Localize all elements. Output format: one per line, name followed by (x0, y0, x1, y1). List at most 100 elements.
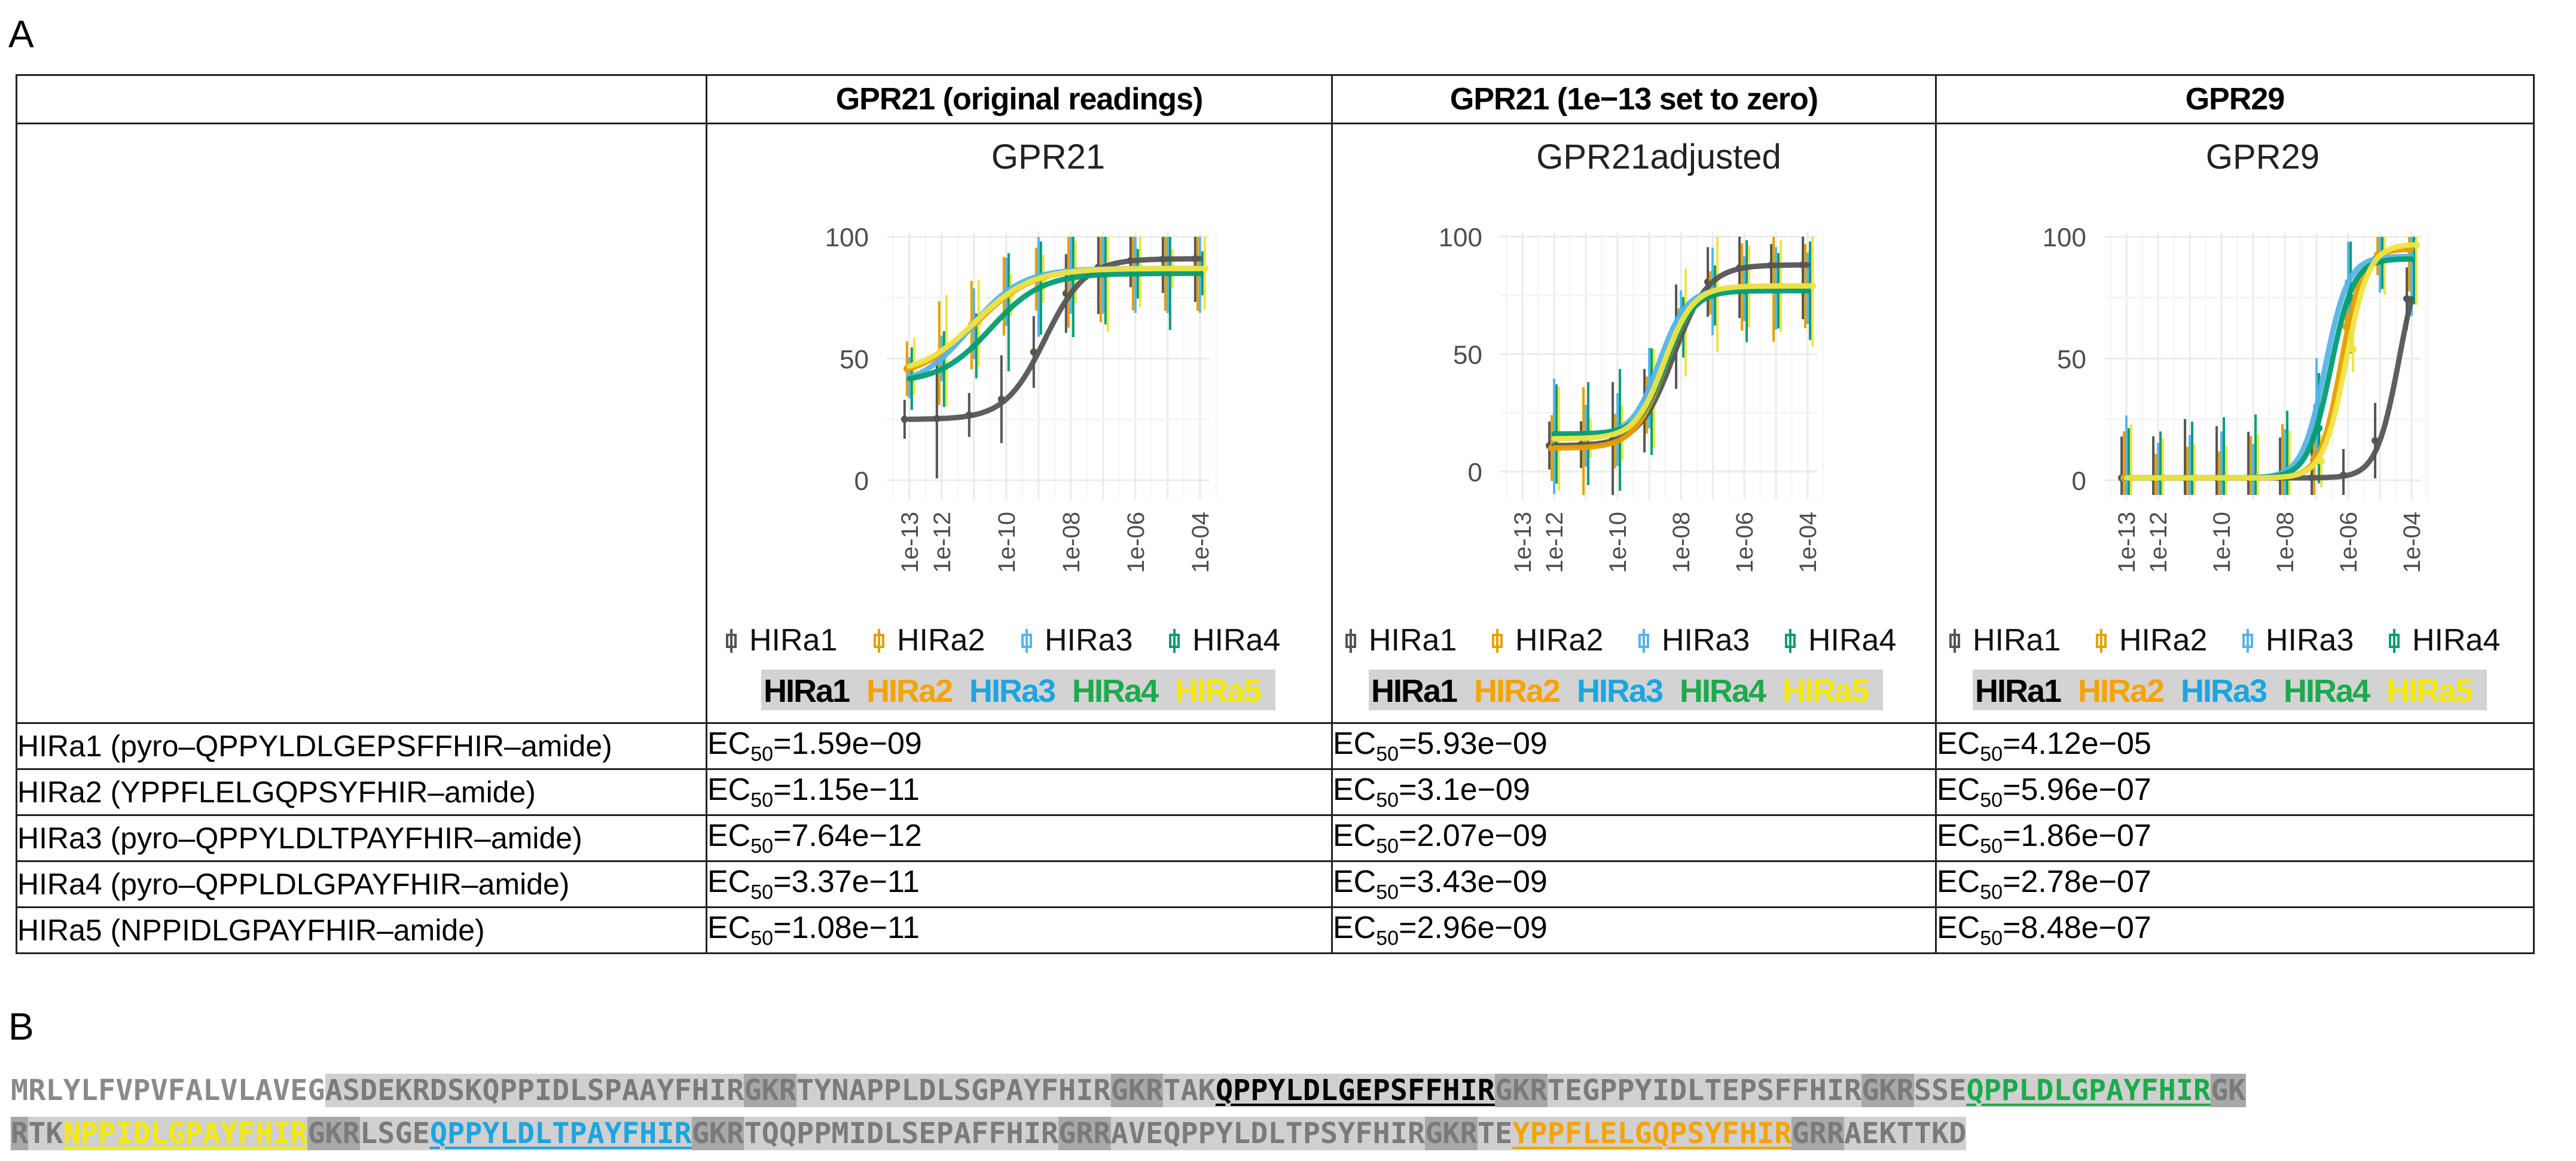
panel-label-a: A (8, 13, 34, 56)
header-gpr21-original: GPR21 (original readings) (706, 74, 1333, 124)
sequence-segment: GKR (744, 1074, 796, 1107)
header-gpr29: GPR29 (1935, 74, 2535, 124)
legend-colored-label: HIRa4 (2284, 673, 2370, 709)
sequence-segment: TK (28, 1117, 63, 1150)
sequence-line: RTKNPPIDLGPAYFHIRGKRLSGEQPPYLDLTPAYFHIRG… (11, 1112, 2570, 1155)
ec50-value: EC50=1.15e−11 (706, 768, 1333, 816)
sequence-segment: R (11, 1117, 29, 1150)
peptide-label: HIRa5 (NPPIDLGPAYFHIR–amide) (16, 906, 707, 954)
ec50-value: EC50=1.08e−11 (706, 906, 1333, 954)
x-tick-label: 1e-12 (1542, 512, 1568, 573)
peptide-label: HIRa1 (pyro–QPPYLDLGEPSFFHIR–amide) (16, 722, 707, 770)
chart-title: GPR29 (2206, 138, 2319, 176)
sequence-segment: ASDEKRDSKQPPIDLSPAAYFHIR (325, 1074, 744, 1107)
sequence-segment: GKR (1110, 1074, 1164, 1107)
legend-colored-label: HIRa5 (2386, 673, 2473, 709)
legend-key-icon (726, 629, 737, 653)
x-tick-label: 1e-04 (1795, 512, 1821, 573)
header-gpr21-adjusted: GPR21 (1e−13 set to zero) (1331, 74, 1937, 124)
plot-row: GPR21 0 50 100 1e-13 1e-12 1e-10 1e-08 1e-06 1e-0… (16, 123, 2535, 724)
plot-cell-gpr29: GPR29 0 50 100 1e-13 1e-12 1e-10 1e-08 1e-06 1e-0… (1935, 123, 2535, 724)
y-tick-label: 0 (854, 466, 869, 496)
x-tick-label: 1e-08 (1058, 512, 1085, 573)
legend-key-icon (2096, 629, 2107, 653)
chart-title: GPR21 (991, 138, 1105, 176)
y-tick-label: 50 (1453, 340, 1482, 369)
x-tick-label: 1e-06 (1732, 512, 1758, 573)
peptide-highlight: YPPFLELGQPSYFHIR (1512, 1117, 1792, 1150)
x-tick-label: 1e-10 (2209, 512, 2235, 573)
legend-colored-label: HIRa2 (1474, 673, 1559, 709)
ec50-row: HIRa4 (pyro–QPPLDLGPAYFHIR–amide) EC50=3.… (16, 860, 2535, 908)
sequence-segment: TE (1477, 1117, 1513, 1150)
y-tick-label: 50 (2057, 345, 2086, 374)
legend-key-icon (1169, 629, 1180, 653)
ec50-row: HIRa2 (YPPFLELGQPSYFHIR–amide) EC50=1.15e… (16, 768, 2535, 816)
sequence-segment: GKR (1425, 1117, 1478, 1150)
y-tick-label: 100 (825, 223, 869, 252)
peptide-highlight: QPPLDLGPAYFHIR (1966, 1074, 2211, 1107)
fit-curve (907, 265, 1203, 369)
legend-colored-label: HIRa5 (1175, 673, 1261, 709)
results-table: GPR21 (original readings) GPR21 (1e−13 s… (16, 74, 2535, 954)
legend-colored-label: HIRa4 (1680, 673, 1766, 709)
legend-key-icon (2242, 629, 2253, 653)
legend-colored-label: HIRa1 (1371, 673, 1457, 709)
y-tick-label: 0 (2072, 466, 2086, 496)
sequence-segment: GKR (691, 1117, 744, 1150)
header-row: GPR21 (original readings) GPR21 (1e−13 s… (16, 74, 2535, 124)
legend-colored-label: HIRa1 (1975, 673, 2061, 709)
legend-colored-label: HIRa3 (1577, 673, 1663, 709)
x-tick-label: 1e-13 (2114, 512, 2140, 573)
sequence-segment: GKR (1861, 1074, 1914, 1107)
legend-key-icon (1345, 629, 1356, 653)
legend-entry-label: HIRa2 (897, 623, 985, 658)
x-tick-label: 1e-13 (897, 512, 923, 573)
y-tick-label: 50 (840, 345, 869, 374)
x-tick-label: 1e-06 (1123, 512, 1149, 573)
ec50-value: EC50=1.59e−09 (706, 722, 1333, 770)
ec50-value: EC50=3.1e−09 (1331, 768, 1937, 816)
fit-curve (907, 256, 1203, 422)
peptide-highlight: QPPYLDLTPAYFHIR (429, 1117, 692, 1150)
legend-entry-label: HIRa4 (2412, 623, 2500, 658)
peptide-label: HIRa2 (YPPFLELGQPSYFHIR–amide) (16, 768, 707, 816)
data-point (1201, 265, 1208, 273)
chart-title: GPR21adjusted (1536, 138, 1781, 176)
chart-gpr21-adjusted: GPR21adjusted 0 50 100 1e-13 1e-12 1e-10 1e-08 1… (1345, 138, 1896, 710)
ec50-row: HIRa3 (pyro–QPPYLDLTPAYFHIR–amide) EC50=7… (16, 814, 2535, 862)
ec50-value: EC50=7.64e−12 (706, 814, 1333, 862)
sequence-segment: GKR (307, 1117, 361, 1150)
legend-colored-label: HIRa5 (1783, 673, 1869, 709)
ec50-row: HIRa1 (pyro–QPPYLDLGEPSFFHIR–amide) EC50=… (16, 722, 2535, 770)
sequence-segment: MRLYLFVPVFALVLAVEG (11, 1074, 325, 1107)
legend-entry-label: HIRa3 (1662, 623, 1750, 658)
legend-entry-label: HIRa4 (1192, 623, 1280, 658)
x-tick-label: 1e-13 (1510, 512, 1536, 573)
y-tick-label: 100 (1439, 223, 1482, 252)
x-tick-label: 1e-06 (2336, 512, 2362, 573)
legend-label-band (761, 670, 1275, 710)
ec50-value: EC50=2.07e−09 (1331, 814, 1937, 862)
ec50-value: EC50=3.37e−11 (706, 860, 1333, 908)
peptide-highlight: QPPYLDLGEPSFFHIR (1215, 1074, 1495, 1107)
legend-colored-label: HIRa3 (969, 673, 1055, 709)
legend-key-icon (1492, 629, 1503, 653)
legend-entry-label: HIRa1 (1973, 623, 2061, 658)
chart-gpr21: GPR21 0 50 100 1e-13 1e-12 1e-10 1e-08 1e-06 1e-0… (726, 138, 1280, 710)
data-point (901, 415, 908, 423)
ec50-row: HIRa5 (NPPIDLGPAYFHIR–amide) EC50=1.08e−1… (16, 906, 2535, 954)
x-tick-label: 1e-08 (2272, 512, 2299, 573)
legend-entry-label: HIRa3 (2266, 623, 2354, 658)
legend-label-band (1973, 670, 2487, 710)
ec50-value: EC50=3.43e−09 (1331, 860, 1937, 908)
sequence-segment: LSGE (360, 1117, 430, 1150)
chart-gpr29: GPR29 0 50 100 1e-13 1e-12 1e-10 1e-08 1e-06 1e-0… (1949, 138, 2500, 710)
legend-entry-label: HIRa3 (1045, 623, 1133, 658)
sequence-segment: TQQPPMIDLSEPAFFHIR (744, 1117, 1059, 1150)
data-point (2413, 241, 2421, 249)
sequence-line: MRLYLFVPVFALVLAVEGASDEKRDSKQPPIDLSPAAYFH… (11, 1069, 2570, 1112)
legend-key-icon (1021, 629, 1032, 653)
ec50-value: EC50=2.78e−07 (1935, 860, 2535, 908)
sequence-segment: TAK (1163, 1074, 1216, 1107)
